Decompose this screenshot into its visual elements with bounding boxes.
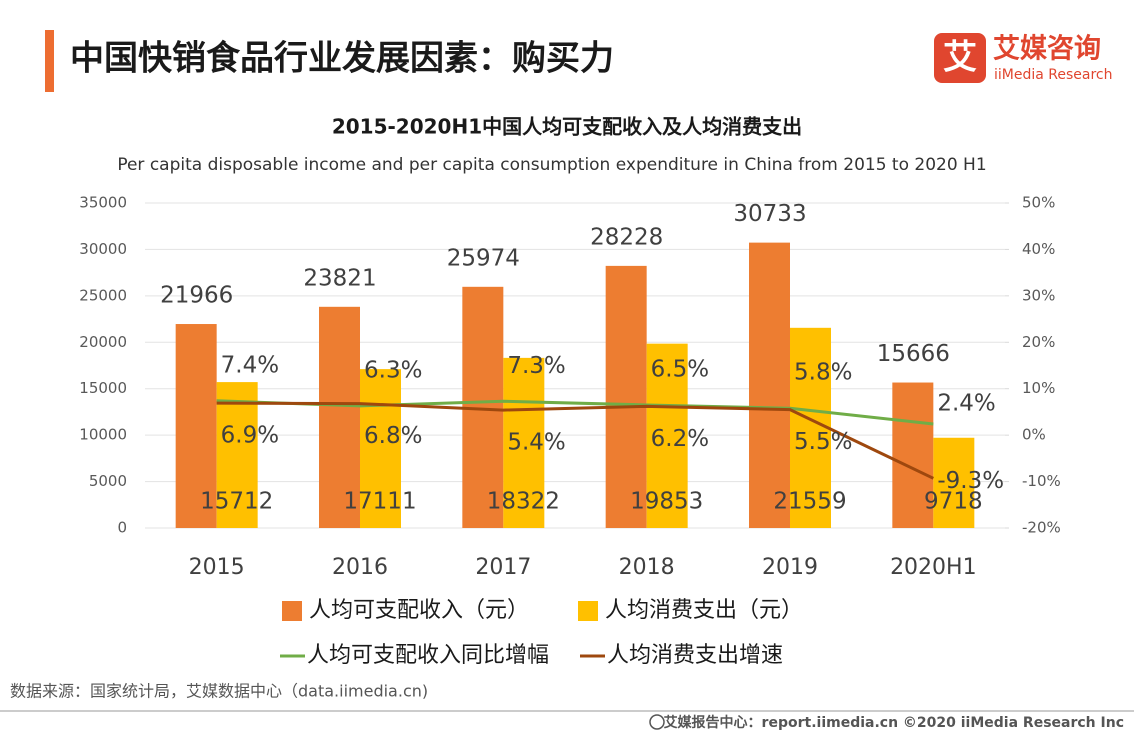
bar xyxy=(790,327,831,528)
line-value-label: -9.3% xyxy=(937,468,1004,494)
legend-label: 人均可支配收入（元） xyxy=(309,598,529,623)
title-accent xyxy=(45,30,54,92)
bar-value-label: 21966 xyxy=(160,283,233,309)
logo-en: iiMedia Research xyxy=(994,67,1113,83)
y-tick-label: 0 xyxy=(117,519,127,537)
bar-value-label: 30733 xyxy=(733,201,806,227)
bar-value-label: 25974 xyxy=(447,245,520,271)
y2-tick-label: -10% xyxy=(1022,472,1061,490)
bar xyxy=(933,437,975,528)
y2-tick-label: 20% xyxy=(1022,333,1055,351)
line-value-label: 7.4% xyxy=(221,352,279,378)
bar-value-label: 28228 xyxy=(590,224,663,250)
line-value-label: 6.8% xyxy=(364,423,422,449)
line xyxy=(216,399,934,426)
bar-value-label: 9718 xyxy=(924,489,983,515)
bar-value-label: 15666 xyxy=(877,341,950,367)
bar xyxy=(892,382,934,528)
line-value-label: 5.4% xyxy=(507,430,565,456)
chart-title: 2015-2020H1中国人均可支配收入及人均消费支出 xyxy=(332,115,802,139)
x-tick-label: 2018 xyxy=(619,555,675,580)
bar-value-label: 21559 xyxy=(773,489,846,515)
line-value-label: 7.3% xyxy=(507,353,565,379)
bar-value-label: 19853 xyxy=(630,489,703,515)
line-value-label: 6.9% xyxy=(221,423,279,449)
line-value-label: 6.3% xyxy=(364,357,422,383)
bar xyxy=(360,369,401,528)
bar xyxy=(216,382,258,528)
logo-cn: 艾媒咨询 xyxy=(993,33,1101,65)
logo-icon-text: 艾 xyxy=(943,38,977,78)
bar-value-label: 17111 xyxy=(343,489,416,515)
bar-value-label: 18322 xyxy=(487,489,560,515)
y-tick-label: 5000 xyxy=(89,472,127,490)
bar xyxy=(503,357,545,528)
legend-swatch xyxy=(282,601,302,621)
x-tick-label: 2016 xyxy=(332,555,388,580)
logo-icon xyxy=(934,33,986,83)
y-tick-label: 15000 xyxy=(79,379,127,397)
y-tick-label: 30000 xyxy=(79,240,127,258)
legend-label: 人均消费支出增速 xyxy=(607,643,783,668)
bar-value-label: 23821 xyxy=(303,265,376,291)
legend-swatch xyxy=(578,601,598,621)
line-value-label: 6.5% xyxy=(651,356,709,382)
y2-tick-label: 40% xyxy=(1022,240,1055,258)
footer-text: 艾媒报告中心：report.iimedia.cn ©2020 iiMedia R… xyxy=(664,714,1124,731)
y2-tick-label: 10% xyxy=(1022,379,1055,397)
bar xyxy=(749,242,790,529)
y-tick-label: 10000 xyxy=(79,426,127,444)
bar xyxy=(646,343,688,528)
bar-value-label: 15712 xyxy=(200,489,273,515)
bar xyxy=(175,324,217,528)
y2-tick-label: 50% xyxy=(1022,194,1055,212)
y2-tick-label: 0% xyxy=(1022,426,1046,444)
x-tick-label: 2015 xyxy=(189,555,245,580)
page-title: 中国快销食品行业发展因素：购买力 xyxy=(70,39,614,79)
legend-label: 人均消费支出（元） xyxy=(605,598,803,623)
line-value-label: 5.8% xyxy=(794,360,852,386)
x-tick-label: 2017 xyxy=(475,555,531,580)
y-tick-label: 20000 xyxy=(79,333,127,351)
bar xyxy=(319,306,360,528)
line-value-label: 6.2% xyxy=(651,426,709,452)
line xyxy=(216,401,934,480)
legend-label: 人均可支配收入同比增幅 xyxy=(307,643,549,668)
y-tick-label: 25000 xyxy=(79,286,127,304)
footer-icon xyxy=(649,714,665,730)
x-tick-label: 2020H1 xyxy=(890,555,977,580)
y-tick-label: 35000 xyxy=(79,194,127,212)
y2-tick-label: 30% xyxy=(1022,286,1055,304)
line-value-label: 5.5% xyxy=(794,429,852,455)
chart-subtitle: Per capita disposable income and per cap… xyxy=(117,155,986,175)
bar xyxy=(605,265,647,528)
y2-tick-label: -20% xyxy=(1022,519,1061,537)
line-value-label: 2.4% xyxy=(937,391,995,417)
x-tick-label: 2019 xyxy=(762,555,818,580)
source-note: 数据来源：国家统计局，艾媒数据中心（data.iimedia.cn) xyxy=(10,682,428,701)
